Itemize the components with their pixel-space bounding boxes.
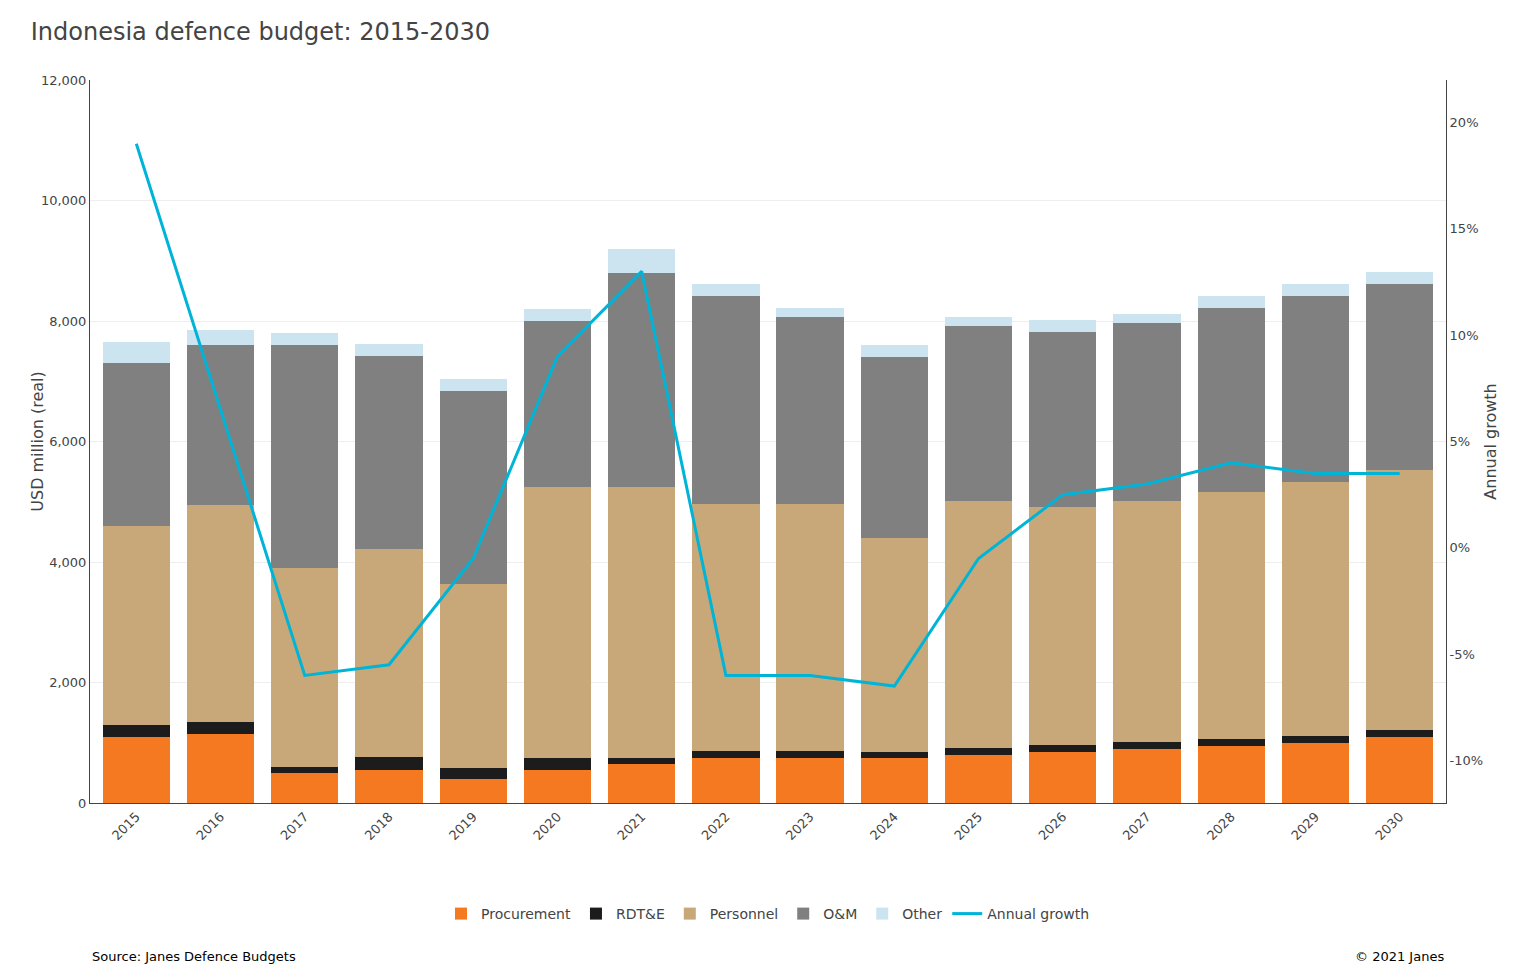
svg-text:2021: 2021: [614, 809, 648, 843]
svg-text:0: 0: [78, 796, 86, 811]
svg-text:2026: 2026: [1035, 809, 1069, 843]
svg-text:Personnel: Personnel: [710, 906, 778, 922]
svg-text:8,000: 8,000: [49, 314, 86, 329]
svg-text:4,000: 4,000: [49, 555, 86, 570]
svg-text:-5%: -5%: [1450, 647, 1475, 662]
svg-text:Annual growth: Annual growth: [987, 906, 1089, 922]
svg-text:RDT&E: RDT&E: [616, 906, 665, 922]
svg-text:2027: 2027: [1120, 809, 1154, 843]
svg-text:2023: 2023: [783, 809, 817, 843]
svg-text:12,000: 12,000: [41, 73, 87, 88]
svg-text:2030: 2030: [1372, 809, 1406, 843]
svg-text:2029: 2029: [1288, 809, 1322, 843]
svg-text:Indonesia defence budget: 2015: Indonesia defence budget: 2015-2030: [31, 18, 490, 46]
svg-text:6,000: 6,000: [49, 434, 86, 449]
svg-text:2019: 2019: [446, 809, 480, 843]
svg-text:Procurement: Procurement: [481, 906, 571, 922]
svg-text:15%: 15%: [1450, 221, 1479, 236]
svg-text:2022: 2022: [699, 809, 733, 843]
svg-text:Annual growth: Annual growth: [1481, 383, 1500, 499]
svg-text:2018: 2018: [362, 809, 396, 843]
svg-text:10%: 10%: [1450, 328, 1479, 343]
svg-text:2,000: 2,000: [49, 675, 86, 690]
svg-text:2017: 2017: [277, 809, 311, 843]
svg-text:0%: 0%: [1450, 540, 1471, 555]
svg-text:Other: Other: [902, 906, 942, 922]
svg-text:Source: Janes Defence Budgets: Source: Janes Defence Budgets: [92, 949, 296, 964]
svg-text:2024: 2024: [867, 809, 901, 843]
svg-text:USD million (real): USD million (real): [28, 371, 47, 511]
svg-text:2015: 2015: [109, 809, 143, 843]
svg-text:2028: 2028: [1204, 809, 1238, 843]
svg-text:2025: 2025: [951, 809, 985, 843]
svg-text:2016: 2016: [193, 809, 227, 843]
svg-text:O&M: O&M: [823, 906, 857, 922]
svg-text:2020: 2020: [530, 809, 564, 843]
svg-text:5%: 5%: [1450, 434, 1471, 449]
svg-text:20%: 20%: [1450, 115, 1479, 130]
svg-text:-10%: -10%: [1450, 753, 1484, 768]
svg-text:10,000: 10,000: [41, 193, 87, 208]
svg-text:© 2021 Janes: © 2021 Janes: [1355, 949, 1444, 964]
